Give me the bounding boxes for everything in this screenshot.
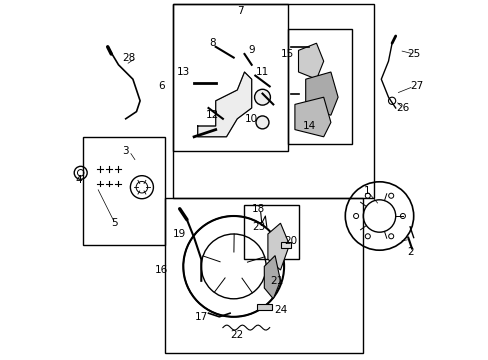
Text: 1: 1 (363, 186, 369, 196)
Text: 8: 8 (208, 38, 215, 48)
Circle shape (254, 89, 270, 105)
Circle shape (256, 116, 268, 129)
Bar (280, 242, 291, 248)
Text: 13: 13 (176, 67, 189, 77)
Bar (172, 4, 373, 198)
Polygon shape (298, 43, 323, 79)
Text: 21: 21 (270, 276, 283, 286)
Polygon shape (294, 97, 330, 137)
Text: 26: 26 (395, 103, 408, 113)
Text: 10: 10 (244, 114, 258, 124)
Polygon shape (305, 72, 337, 115)
Bar (172, 4, 287, 151)
Text: 2: 2 (406, 247, 412, 257)
Text: 24: 24 (273, 305, 286, 315)
Bar (244, 205, 298, 259)
Text: 28: 28 (122, 53, 136, 63)
Text: 15: 15 (281, 49, 294, 59)
Text: 16: 16 (155, 265, 168, 275)
Polygon shape (197, 72, 251, 137)
Text: 11: 11 (255, 67, 268, 77)
Polygon shape (267, 223, 289, 270)
Text: 5: 5 (111, 218, 118, 228)
Polygon shape (264, 256, 280, 299)
Text: 23: 23 (252, 222, 265, 232)
Text: 19: 19 (173, 229, 186, 239)
Text: 14: 14 (302, 121, 315, 131)
Text: 27: 27 (410, 81, 423, 91)
Text: 25: 25 (406, 49, 420, 59)
Text: 18: 18 (252, 204, 265, 214)
Text: 17: 17 (194, 312, 207, 322)
Text: 4: 4 (76, 175, 82, 185)
Text: 9: 9 (248, 45, 254, 55)
Text: 20: 20 (284, 236, 297, 246)
Bar (257, 304, 271, 310)
Text: 12: 12 (205, 110, 218, 120)
Text: 3: 3 (122, 146, 129, 156)
Bar (82, 137, 165, 245)
Bar (165, 198, 363, 353)
Text: 6: 6 (158, 81, 164, 91)
Bar (287, 29, 352, 144)
Text: 22: 22 (230, 330, 244, 340)
Text: 7: 7 (237, 6, 244, 16)
